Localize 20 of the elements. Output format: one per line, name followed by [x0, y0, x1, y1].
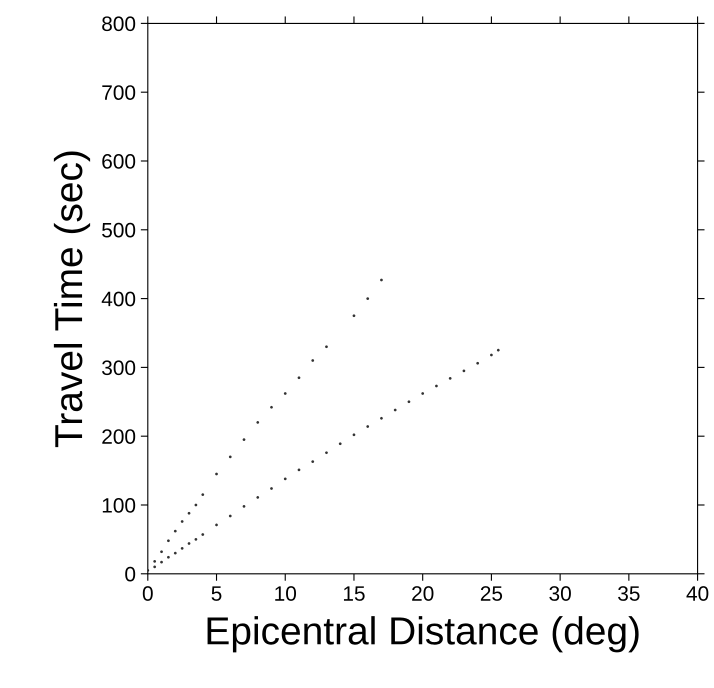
- y-tick-label: 100: [102, 498, 136, 513]
- y-tick-label: 400: [102, 292, 136, 306]
- x-tick-label: 40: [686, 586, 708, 601]
- x-tick-label: 10: [275, 586, 296, 601]
- y-tick-label: 500: [102, 222, 136, 238]
- y-tick-label: 700: [102, 85, 136, 100]
- x-tick-label: 30: [549, 586, 571, 601]
- x-tick-label: 35: [618, 586, 640, 601]
- y-tick-label: 800: [102, 16, 136, 32]
- y-tick-label: 200: [102, 429, 136, 444]
- x-tick-label: 0: [142, 586, 153, 601]
- x-tick-label: 15: [344, 586, 365, 601]
- x-tick-label: 25: [480, 586, 502, 601]
- x-axis-title: Epicentral Distance (deg): [208, 616, 639, 652]
- y-axis-title: Travel Time (sec): [54, 152, 90, 448]
- y-tick-label: 600: [102, 154, 136, 169]
- x-tick-label: 20: [412, 586, 434, 601]
- y-tick-label: 300: [102, 360, 136, 376]
- y-tick-label: 0: [125, 566, 136, 582]
- x-tick-label: 5: [212, 586, 222, 601]
